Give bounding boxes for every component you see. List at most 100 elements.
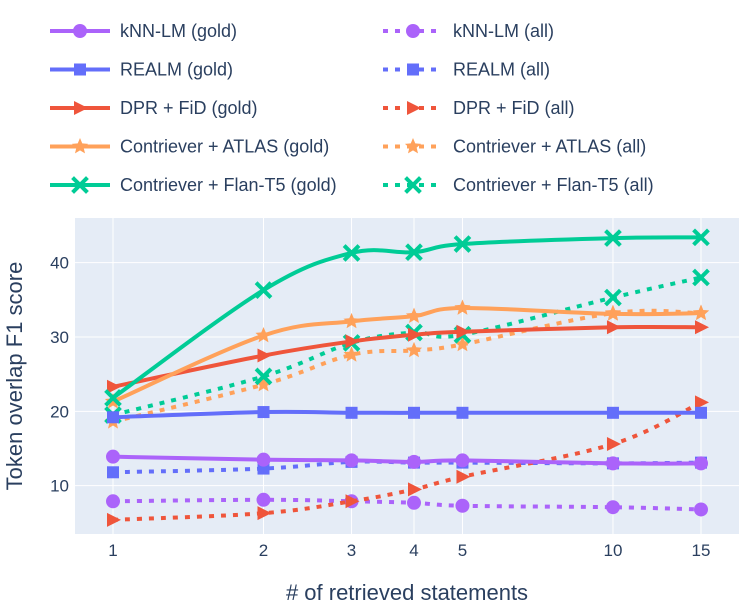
data-point <box>692 304 710 321</box>
data-point <box>606 437 621 452</box>
legend-label: kNN-LM (all) <box>453 21 554 41</box>
data-point <box>605 500 620 515</box>
tick-labels: 1 2 3 4 5 10 15 10 20 30 40 <box>50 254 710 560</box>
legend-label: Contriever + ATLAS (gold) <box>120 137 329 157</box>
data-point <box>408 327 423 342</box>
data-point <box>405 243 423 262</box>
legend: kNN-LM (gold) REALM (gold) DPR + FiD (gold… <box>50 21 654 195</box>
data-point <box>255 326 272 343</box>
plot-background <box>75 218 739 534</box>
legend-item-contriever-flan-t5-gold: Contriever + Flan-T5 (gold) <box>50 175 337 195</box>
y-tick-label: 40 <box>50 254 69 273</box>
data-point <box>456 324 471 339</box>
legend-marker <box>71 176 89 194</box>
series-dpr-fid-all <box>107 395 709 527</box>
data-point <box>343 346 360 362</box>
data-point <box>695 320 709 335</box>
data-point <box>343 312 360 329</box>
legend-item-contriever-flan-t5-all: Contriever + Flan-T5 (all) <box>383 175 654 195</box>
x-axis-title: # of retrieved statements <box>286 580 528 605</box>
data-point <box>454 299 471 315</box>
legend-item-dpr-fid-gold: DPR + FiD (gold) <box>50 98 258 118</box>
data-point <box>257 348 272 363</box>
data-point <box>692 228 710 247</box>
data-point <box>455 498 470 513</box>
legend-marker <box>73 24 87 38</box>
data-point <box>257 406 270 419</box>
data-point <box>342 244 361 262</box>
x-tick-label: 15 <box>692 541 711 560</box>
data-point <box>604 229 622 247</box>
y-axis-title: Token overlap F1 score <box>2 262 27 491</box>
data-point <box>605 456 620 471</box>
legend-item-knn-lm-all: kNN-LM (all) <box>383 21 554 41</box>
data-point <box>345 334 360 349</box>
series-layer <box>104 228 710 527</box>
data-point <box>606 320 621 335</box>
data-point <box>107 512 121 527</box>
data-point <box>257 506 272 521</box>
x-tick-label: 3 <box>347 541 356 560</box>
series-knn-lm-all <box>106 492 708 517</box>
legend-item-dpr-fid-all: DPR + FiD (all) <box>383 98 575 118</box>
legend-label: Contriever + Flan-T5 (gold) <box>120 175 337 195</box>
y-tick-label: 20 <box>50 402 69 421</box>
data-point <box>106 494 120 509</box>
legend-marker <box>406 24 420 38</box>
data-point <box>407 495 422 510</box>
data-point <box>255 376 272 392</box>
data-point <box>453 235 472 253</box>
data-point <box>107 379 121 394</box>
data-point <box>455 453 470 468</box>
x-tick-label: 5 <box>458 541 467 560</box>
legend-label: Contriever + ATLAS (all) <box>453 137 646 157</box>
legend-marker <box>74 101 88 115</box>
data-point <box>345 406 358 419</box>
data-point <box>604 305 622 321</box>
data-point <box>107 411 119 424</box>
data-point <box>606 406 619 419</box>
legend-item-contriever-atlas-all: Contriever + ATLAS (all) <box>383 137 646 157</box>
series-realm-gold <box>107 406 707 424</box>
y-tick-label: 10 <box>50 477 69 496</box>
data-point <box>344 453 359 468</box>
legend-marker <box>74 63 86 76</box>
legend-item-knn-lm-gold: kNN-LM (gold) <box>50 21 237 41</box>
data-point <box>694 502 708 517</box>
data-point <box>695 406 707 419</box>
data-point <box>407 454 422 469</box>
x-tick-label: 1 <box>108 541 117 560</box>
data-point <box>456 406 469 419</box>
data-point <box>456 469 471 484</box>
data-point <box>604 288 622 307</box>
data-point <box>694 456 708 471</box>
y-tick-label: 30 <box>50 328 69 347</box>
data-point <box>345 494 360 509</box>
legend-marker <box>407 101 421 115</box>
series-knn-lm-gold <box>106 449 708 471</box>
series-dpr-fid-gold <box>107 320 709 394</box>
data-point <box>454 335 471 352</box>
data-point <box>254 367 273 386</box>
data-point <box>106 449 120 464</box>
legend-label: DPR + FiD (all) <box>453 98 575 118</box>
legend-label: kNN-LM (gold) <box>120 21 237 41</box>
legend-label: REALM (gold) <box>120 60 233 80</box>
data-point <box>695 395 709 410</box>
legend-marker <box>404 176 422 194</box>
data-point <box>104 389 122 407</box>
data-point <box>256 452 271 467</box>
data-point <box>256 492 271 507</box>
data-point <box>692 268 710 287</box>
data-point <box>408 482 423 497</box>
legend-marker <box>407 63 419 76</box>
series-line <box>112 308 702 424</box>
data-point <box>405 307 423 324</box>
legend-label: REALM (all) <box>453 60 550 80</box>
legend-marker <box>71 138 89 154</box>
legend-item-contriever-atlas-gold: Contriever + ATLAS (gold) <box>50 137 329 157</box>
data-point <box>254 281 273 299</box>
data-point <box>408 406 421 419</box>
legend-label: DPR + FiD (gold) <box>120 98 258 118</box>
